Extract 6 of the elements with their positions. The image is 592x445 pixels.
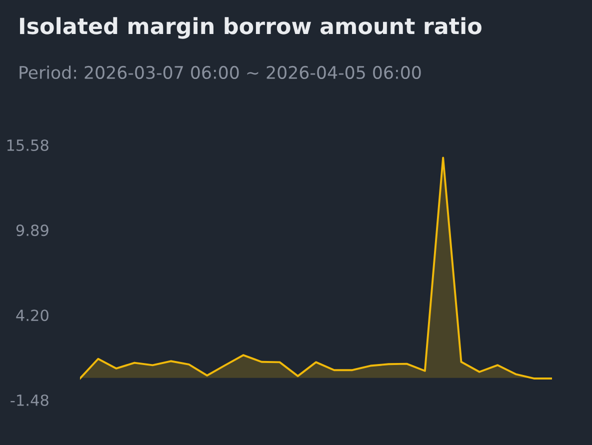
y-tick-label: 9.89 (16, 224, 48, 236)
y-tick-label: -1.48 (10, 394, 48, 406)
chart-subtitle: Period: 2026-03-07 06:00 ~ 2026-04-05 06:00 (20, 66, 421, 80)
y-tick-label: 15.58 (7, 139, 48, 152)
chart-title: Isolated margin borrow amount ratio (20, 17, 482, 39)
y-tick-label: 4.20 (16, 310, 48, 322)
